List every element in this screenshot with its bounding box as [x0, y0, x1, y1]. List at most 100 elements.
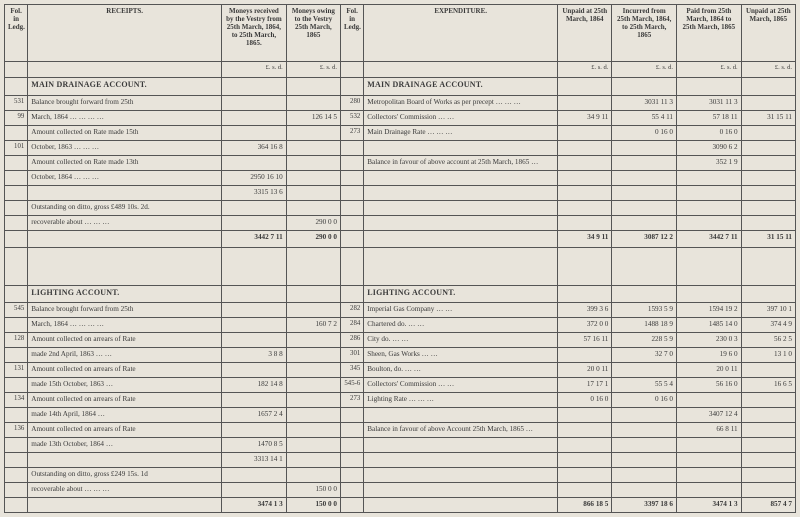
unpaid-1865	[741, 392, 795, 407]
unpaid-1864	[558, 437, 612, 452]
receipt-desc: made 2nd April, 1863 … …	[28, 347, 222, 362]
paid-from	[677, 392, 742, 407]
fol-right	[341, 452, 364, 467]
table-row: 545Balance brought forward from 25th282I…	[5, 302, 796, 317]
receipt-desc: Outstanding on ditto, gross £249 15s. 1d	[28, 467, 222, 482]
paid-from	[677, 216, 742, 231]
fol-right	[341, 201, 364, 216]
fol-left	[5, 452, 28, 467]
money-received	[222, 317, 287, 332]
unpaid-1864	[558, 126, 612, 141]
unpaid-1865: 397 10 1	[741, 302, 795, 317]
expenditure-desc: Imperial Gas Company … …	[364, 302, 558, 317]
paid-from	[677, 452, 742, 467]
paid-from	[677, 482, 742, 497]
lighting-right-total-paid: 3474 1 3	[677, 497, 742, 512]
money-owing	[286, 201, 340, 216]
col-receipts: RECEIPTS.	[28, 5, 222, 62]
fol-left	[5, 347, 28, 362]
money-owing: 160 7 2	[286, 317, 340, 332]
table-row: made 13th October, 1864 …1470 8 5	[5, 437, 796, 452]
money-owing	[286, 186, 340, 201]
table-row: 134Amount collected on arrears of Rate 27…	[5, 392, 796, 407]
drainage-title-left: MAIN DRAINAGE ACCOUNT.	[28, 77, 222, 95]
incurred	[612, 437, 677, 452]
money-received: 1657 2 4	[222, 407, 287, 422]
fol-right	[341, 467, 364, 482]
money-owing	[286, 407, 340, 422]
lighting-totals-row: 3474 1 3 150 0 0 866 18 5 3397 18 6 3474…	[5, 497, 796, 512]
col-moneys-recv: Moneys received by the Vestry from 25th …	[222, 5, 287, 62]
receipt-desc: Balance brought forward from 25th	[28, 302, 222, 317]
drainage-right-total-inc: 3087 12 2	[612, 231, 677, 247]
money-received: 3313 14 1	[222, 452, 287, 467]
unpaid-1865	[741, 482, 795, 497]
drainage-right-total-paid: 3442 7 11	[677, 231, 742, 247]
money-owing	[286, 171, 340, 186]
money-received: 3 8 8	[222, 347, 287, 362]
receipt-desc: October, 1863 … … …	[28, 141, 222, 156]
money-received: 182 14 8	[222, 377, 287, 392]
unpaid-1864: 57 16 11	[558, 332, 612, 347]
money-owing	[286, 141, 340, 156]
fol-left: 99	[5, 111, 28, 126]
col-expenditure: EXPENDITURE.	[364, 5, 558, 62]
unpaid-1865	[741, 96, 795, 111]
paid-from	[677, 171, 742, 186]
fol-right	[341, 216, 364, 231]
fol-right: 545-6	[341, 377, 364, 392]
expenditure-desc: City do. … …	[364, 332, 558, 347]
unpaid-1865	[741, 171, 795, 186]
unpaid-1865: 374 4 9	[741, 317, 795, 332]
lighting-title-right: LIGHTING ACCOUNT.	[364, 285, 558, 302]
table-row: 3313 14 1	[5, 452, 796, 467]
drainage-left-total-owing: 290 0 0	[286, 231, 340, 247]
unpaid-1865	[741, 201, 795, 216]
fol-right: 273	[341, 392, 364, 407]
unpaid-1865	[741, 186, 795, 201]
paid-from: 1485 14 0	[677, 317, 742, 332]
money-received	[222, 216, 287, 231]
money-received: 1470 8 5	[222, 437, 287, 452]
drainage-title-row: MAIN DRAINAGE ACCOUNT. MAIN DRAINAGE ACC…	[5, 77, 796, 95]
expenditure-desc: Metropolitan Board of Works as per prece…	[364, 96, 558, 111]
fol-right: 280	[341, 96, 364, 111]
expenditure-desc	[364, 216, 558, 231]
lsd-cell: £. s. d.	[222, 62, 287, 78]
lighting-right-total-inc: 3397 18 6	[612, 497, 677, 512]
expenditure-desc	[364, 171, 558, 186]
table-row: Amount collected on Rate made 15th273Mai…	[5, 126, 796, 141]
fol-right: 532	[341, 111, 364, 126]
receipt-desc: October, 1864 … … …	[28, 171, 222, 186]
fol-right: 284	[341, 317, 364, 332]
money-received	[222, 201, 287, 216]
money-owing: 126 14 5	[286, 111, 340, 126]
unpaid-1865: 31 15 11	[741, 111, 795, 126]
receipt-desc: Amount collected on arrears of Rate	[28, 392, 222, 407]
lsd-cell: £. s. d.	[558, 62, 612, 78]
expenditure-desc: Sheen, Gas Works … …	[364, 347, 558, 362]
money-owing	[286, 332, 340, 347]
incurred	[612, 171, 677, 186]
unpaid-1865	[741, 467, 795, 482]
incurred	[612, 452, 677, 467]
incurred	[612, 216, 677, 231]
incurred: 55 4 11	[612, 111, 677, 126]
expenditure-desc	[364, 437, 558, 452]
money-received	[222, 422, 287, 437]
fol-left	[5, 437, 28, 452]
incurred: 0 16 0	[612, 392, 677, 407]
unpaid-1865: 56 2 5	[741, 332, 795, 347]
money-received	[222, 362, 287, 377]
fol-left: 134	[5, 392, 28, 407]
unpaid-1864: 0 16 0	[558, 392, 612, 407]
col-fol-right: Fol. in Ledg.	[341, 5, 364, 62]
fol-right: 273	[341, 126, 364, 141]
paid-from	[677, 437, 742, 452]
money-owing	[286, 452, 340, 467]
table-row: Outstanding on ditto, gross £489 10s. 2d…	[5, 201, 796, 216]
lsd-cell: £. s. d.	[612, 62, 677, 78]
col-paid-from: Paid from 25th March, 1864 to 25th March…	[677, 5, 742, 62]
unpaid-1865	[741, 362, 795, 377]
money-received: 3315 13 6	[222, 186, 287, 201]
